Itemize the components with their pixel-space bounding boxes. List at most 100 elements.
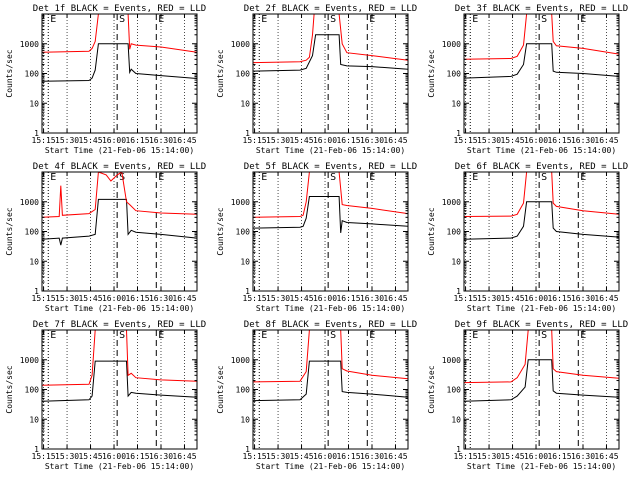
y-axis-label: Counts/sec: [216, 365, 225, 413]
plot-frame: [252, 329, 409, 450]
event-marker-label: E: [472, 172, 478, 183]
x-tick-label: 16:45: [383, 452, 407, 461]
x-tick-label: 15:45: [78, 452, 102, 461]
x-tick-label: 16:30: [571, 294, 595, 303]
panel-title: Det 6f BLACK = Events, RED = LLD: [455, 162, 628, 172]
x-tick-label: 16:45: [594, 452, 618, 461]
y-tick-label: 1000: [20, 198, 39, 207]
event-marker-label: S: [330, 14, 336, 25]
series-line: [253, 34, 408, 72]
event-marker-label: S: [541, 330, 547, 341]
plot-frame: [41, 329, 198, 450]
plot-frame: [252, 13, 409, 134]
x-tick-label: 15:30: [266, 452, 290, 461]
y-tick-label: 100: [447, 228, 462, 237]
plot-frame: [252, 171, 409, 292]
event-marker-label: E: [261, 14, 267, 25]
x-tick-label: 16:15: [547, 294, 571, 303]
series-line: [464, 172, 619, 217]
x-tick-label: 16:15: [125, 294, 149, 303]
series-line: [253, 360, 408, 402]
y-tick-label: 100: [236, 228, 251, 237]
y-tick-label: 1: [34, 129, 39, 138]
x-tick-label: 16:30: [149, 136, 173, 145]
y-tick-label: 1000: [20, 40, 39, 49]
plot-frame: [41, 171, 198, 292]
panel-title: Det 5f BLACK = Events, RED = LLD: [244, 162, 417, 172]
x-tick-label: 16:00: [313, 294, 337, 303]
y-tick-label: 10: [451, 99, 461, 108]
y-tick-label: 10: [451, 415, 461, 424]
x-tick-label: 16:45: [383, 294, 407, 303]
x-axis-label: Start Time (21-Feb-06 15:14:00): [467, 304, 616, 313]
event-marker-label: S: [119, 14, 125, 25]
x-tick-label: 15:15: [454, 136, 478, 145]
series-line: [253, 196, 408, 233]
event-marker-label: S: [119, 330, 125, 341]
x-tick-label: 15:15: [243, 136, 267, 145]
x-tick-label: 15:30: [266, 294, 290, 303]
plot-frame: [463, 171, 620, 292]
x-tick-label: 15:45: [289, 294, 313, 303]
y-axis-label: Counts/sec: [5, 49, 14, 97]
x-tick-label: 15:30: [477, 452, 501, 461]
y-axis-label: Counts/sec: [216, 207, 225, 255]
series-line: [464, 43, 619, 79]
y-tick-label: 1: [34, 445, 39, 454]
x-tick-label: 15:45: [500, 136, 524, 145]
x-tick-label: 16:00: [102, 136, 126, 145]
y-tick-label: 1000: [231, 356, 250, 365]
x-tick-label: 15:15: [32, 136, 56, 145]
x-axis-label: Start Time (21-Feb-06 15:14:00): [45, 146, 194, 155]
y-tick-label: 10: [240, 99, 250, 108]
x-tick-label: 16:30: [149, 452, 173, 461]
x-tick-label: 16:00: [313, 452, 337, 461]
series-line: [42, 360, 197, 402]
event-marker-label: E: [472, 330, 478, 341]
x-tick-label: 15:30: [477, 136, 501, 145]
y-axis-label: Counts/sec: [5, 365, 14, 413]
x-tick-label: 15:15: [243, 294, 267, 303]
x-tick-label: 16:30: [360, 136, 384, 145]
x-tick-label: 16:00: [524, 452, 548, 461]
x-axis-label: Start Time (21-Feb-06 15:14:00): [256, 462, 405, 471]
y-tick-label: 100: [236, 386, 251, 395]
y-tick-label: 10: [451, 257, 461, 266]
y-tick-label: 1: [34, 287, 39, 296]
y-tick-label: 1: [245, 445, 250, 454]
x-tick-label: 16:15: [336, 136, 360, 145]
x-tick-label: 16:45: [172, 452, 196, 461]
y-tick-label: 1000: [442, 40, 461, 49]
x-tick-label: 15:30: [55, 294, 79, 303]
x-tick-label: 15:45: [289, 136, 313, 145]
y-tick-label: 100: [447, 386, 462, 395]
x-tick-label: 15:45: [289, 452, 313, 461]
y-tick-label: 1000: [442, 356, 461, 365]
series-line: [42, 330, 197, 386]
x-tick-label: 16:45: [172, 294, 196, 303]
y-tick-label: 10: [29, 99, 39, 108]
y-tick-label: 1000: [231, 198, 250, 207]
plot-frame: [463, 329, 620, 450]
x-tick-label: 15:45: [500, 452, 524, 461]
event-marker-label: E: [50, 172, 56, 183]
event-marker-label: E: [580, 330, 586, 341]
x-tick-label: 15:30: [477, 294, 501, 303]
y-tick-label: 1: [456, 287, 461, 296]
event-marker-label: E: [369, 330, 375, 341]
event-marker-label: E: [158, 14, 164, 25]
x-tick-label: 15:45: [78, 136, 102, 145]
panel-title: Det 1f BLACK = Events, RED = LLD: [33, 4, 206, 14]
x-tick-label: 16:00: [313, 136, 337, 145]
x-tick-label: 15:45: [78, 294, 102, 303]
x-tick-label: 16:45: [383, 136, 407, 145]
series-line: [464, 359, 619, 402]
x-tick-label: 16:15: [547, 136, 571, 145]
y-axis-label: Counts/sec: [427, 365, 436, 413]
y-tick-label: 1: [456, 445, 461, 454]
